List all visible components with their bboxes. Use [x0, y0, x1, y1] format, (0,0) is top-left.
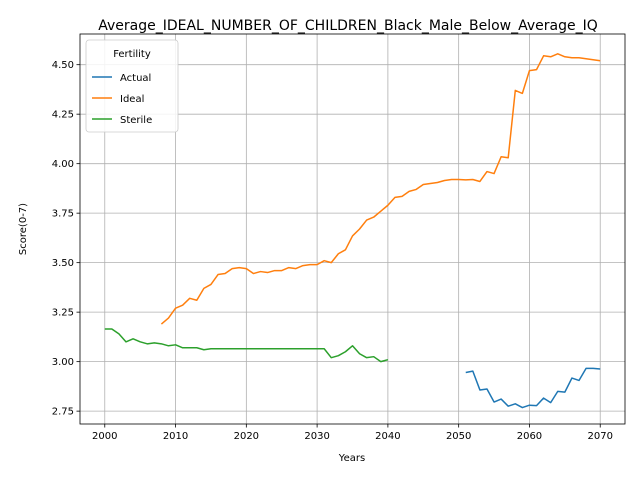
x-axis-label: Years — [338, 453, 365, 464]
legend-box — [85, 39, 179, 133]
x-tick-label: 2030 — [304, 431, 329, 442]
y-tick-label: 3.75 — [52, 209, 74, 220]
y-tick-label: 3.50 — [52, 258, 74, 269]
x-tick-label: 2040 — [375, 431, 400, 442]
x-tick-label: 2060 — [517, 431, 542, 442]
legend-label-sterile: Sterile — [120, 115, 152, 126]
grid — [80, 34, 625, 424]
y-tick-label: 4.00 — [52, 159, 74, 170]
legend-label-ideal: Ideal — [120, 94, 144, 105]
plot-frame — [79, 33, 626, 425]
chart-title: Average_IDEAL_NUMBER_OF_CHILDREN_Black_M… — [98, 18, 598, 34]
x-tick-label: 2070 — [588, 431, 613, 442]
x-tick-label: 2020 — [234, 431, 259, 442]
legend-label-actual: Actual — [120, 73, 151, 84]
series-line-sterile — [104, 328, 389, 363]
y-tick-label: 3.00 — [52, 357, 74, 368]
series-line-ideal — [160, 53, 601, 325]
x-tick-label: 2050 — [446, 431, 471, 442]
y-axis: 2.75 3.00 3.25 3.50 3.75 4.00 4.25 4.50 — [52, 60, 80, 418]
x-axis: 2000 2010 2020 2030 2040 2050 2060 2070 — [92, 424, 613, 442]
y-tick-label: 3.25 — [52, 308, 74, 319]
x-tick-label: 2010 — [163, 431, 188, 442]
series-layer — [104, 53, 601, 409]
y-tick-label: 4.50 — [52, 60, 74, 71]
series-line-actual — [465, 367, 601, 409]
y-tick-label: 2.75 — [52, 407, 74, 418]
legend: Fertility Actual Ideal Sterile — [85, 39, 179, 133]
y-tick-label: 4.25 — [52, 110, 74, 121]
legend-title: Fertility — [113, 49, 151, 60]
x-tick-label: 2000 — [92, 431, 117, 442]
y-axis-label: Score(0-7) — [18, 203, 29, 255]
